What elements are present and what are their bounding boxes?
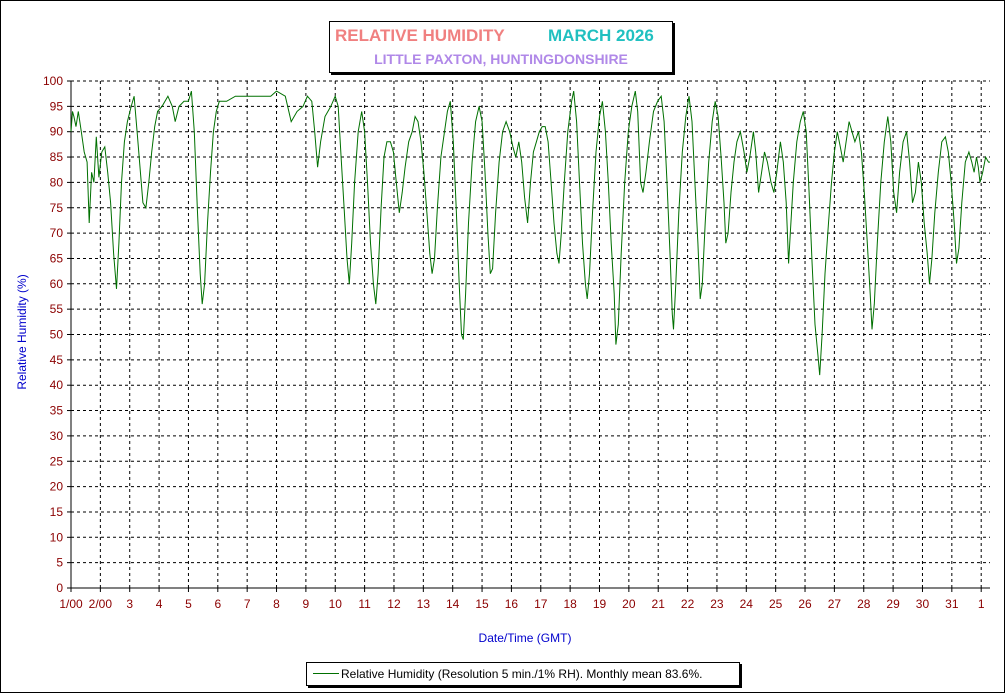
x-tick-label: 6	[214, 597, 221, 611]
chart-title-box: RELATIVE HUMIDITY MARCH 2026 LITTLE PAXT…	[329, 21, 673, 73]
y-tick-label: 85	[50, 150, 64, 164]
x-tick-label: 29	[886, 597, 900, 611]
y-tick-label: 65	[50, 251, 64, 265]
x-tick-label: 28	[857, 597, 871, 611]
y-tick-label: 60	[50, 277, 64, 291]
x-tick-label: 11	[358, 597, 371, 611]
humidity-series-line	[70, 90, 990, 376]
y-tick-label: 10	[50, 530, 64, 544]
x-tick-label: 17	[534, 597, 548, 611]
x-tick-label: 26	[798, 597, 812, 611]
y-axis-title: Relative Humidity (%)	[15, 274, 29, 389]
x-tick-label: 19	[593, 597, 607, 611]
chart-title: RELATIVE HUMIDITY	[335, 26, 505, 45]
x-tick-label: 21	[652, 597, 666, 611]
axes	[67, 80, 990, 592]
x-tick-label: 3	[126, 597, 133, 611]
y-tick-label: 40	[50, 378, 64, 392]
y-tick-label: 100	[43, 74, 63, 88]
y-tick-label: 15	[50, 505, 64, 519]
x-tick-label: 24	[740, 597, 754, 611]
x-tick-label: 1	[978, 597, 985, 611]
x-tick-label: 27	[828, 597, 842, 611]
x-tick-label: 2/00	[89, 597, 113, 611]
chart-month: MARCH 2026	[548, 26, 654, 45]
chart-subtitle: LITTLE PAXTON, HUNTINGDONSHIRE	[374, 51, 628, 67]
x-tick-label: 20	[622, 597, 636, 611]
y-tick-label: 20	[50, 480, 64, 494]
x-tick-label: 4	[156, 597, 163, 611]
series-layer	[70, 90, 990, 376]
x-tick-label: 8	[273, 597, 280, 611]
legend-label: Relative Humidity (Resolution 5 min./1% …	[341, 667, 703, 681]
x-tick-labels: 1/00 2/00 3 4 5 6 7 8 9 10 11 12 13 14 15 16 17 18 19 20 21 2…	[59, 597, 985, 611]
legend-swatch	[313, 673, 339, 674]
x-tick-label: 23	[710, 597, 724, 611]
x-tick-label: 5	[185, 597, 192, 611]
x-tick-label: 14	[446, 597, 460, 611]
y-tick-label: 50	[50, 328, 64, 342]
y-tick-labels: 0 5 10 15 20 25 30 35 40 45 50 55 60 65 70 75 80 85 90 95 10…	[43, 74, 63, 595]
x-tick-label: 9	[303, 597, 310, 611]
x-tick-label: 31	[945, 597, 959, 611]
y-tick-label: 90	[50, 125, 64, 139]
y-tick-label: 95	[50, 99, 64, 113]
x-tick-label: 1/00	[59, 597, 83, 611]
x-tick-label: 7	[244, 597, 251, 611]
x-tick-label: 10	[329, 597, 343, 611]
x-tick-label: 18	[563, 597, 577, 611]
y-tick-label: 45	[50, 353, 64, 367]
y-tick-label: 30	[50, 429, 64, 443]
y-tick-label: 80	[50, 175, 64, 189]
y-tick-label: 25	[50, 454, 64, 468]
x-tick-label: 30	[916, 597, 930, 611]
y-tick-label: 70	[50, 226, 64, 240]
x-tick-label: 25	[769, 597, 783, 611]
y-tick-label: 55	[50, 302, 64, 316]
x-tick-label: 15	[475, 597, 489, 611]
x-tick-label: 22	[681, 597, 695, 611]
legend: Relative Humidity (Resolution 5 min./1% …	[306, 662, 740, 686]
y-tick-label: 5	[56, 556, 63, 570]
y-tick-label: 75	[50, 201, 64, 215]
x-tick-label: 16	[505, 597, 519, 611]
y-tick-label: 35	[50, 404, 64, 418]
x-tick-label: 12	[387, 597, 401, 611]
x-tick-label: 13	[417, 597, 431, 611]
x-axis-title: Date/Time (GMT)	[479, 631, 572, 645]
grid-lines	[71, 80, 990, 588]
y-tick-label: 0	[56, 581, 63, 595]
